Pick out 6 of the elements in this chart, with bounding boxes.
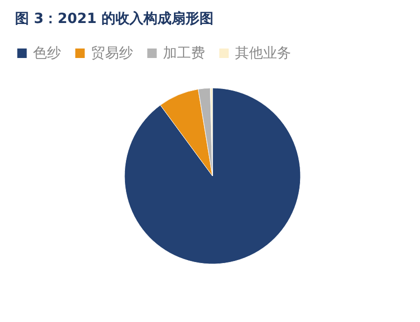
legend-label: 其他业务 xyxy=(235,45,291,62)
legend-label: 色纱 xyxy=(33,45,61,62)
chart-title: 图 3：2021 的收入构成扇形图 xyxy=(15,10,214,27)
legend-label: 贸易纱 xyxy=(91,45,133,62)
pie-slice xyxy=(124,88,301,264)
legend-label: 加工费 xyxy=(163,45,205,62)
